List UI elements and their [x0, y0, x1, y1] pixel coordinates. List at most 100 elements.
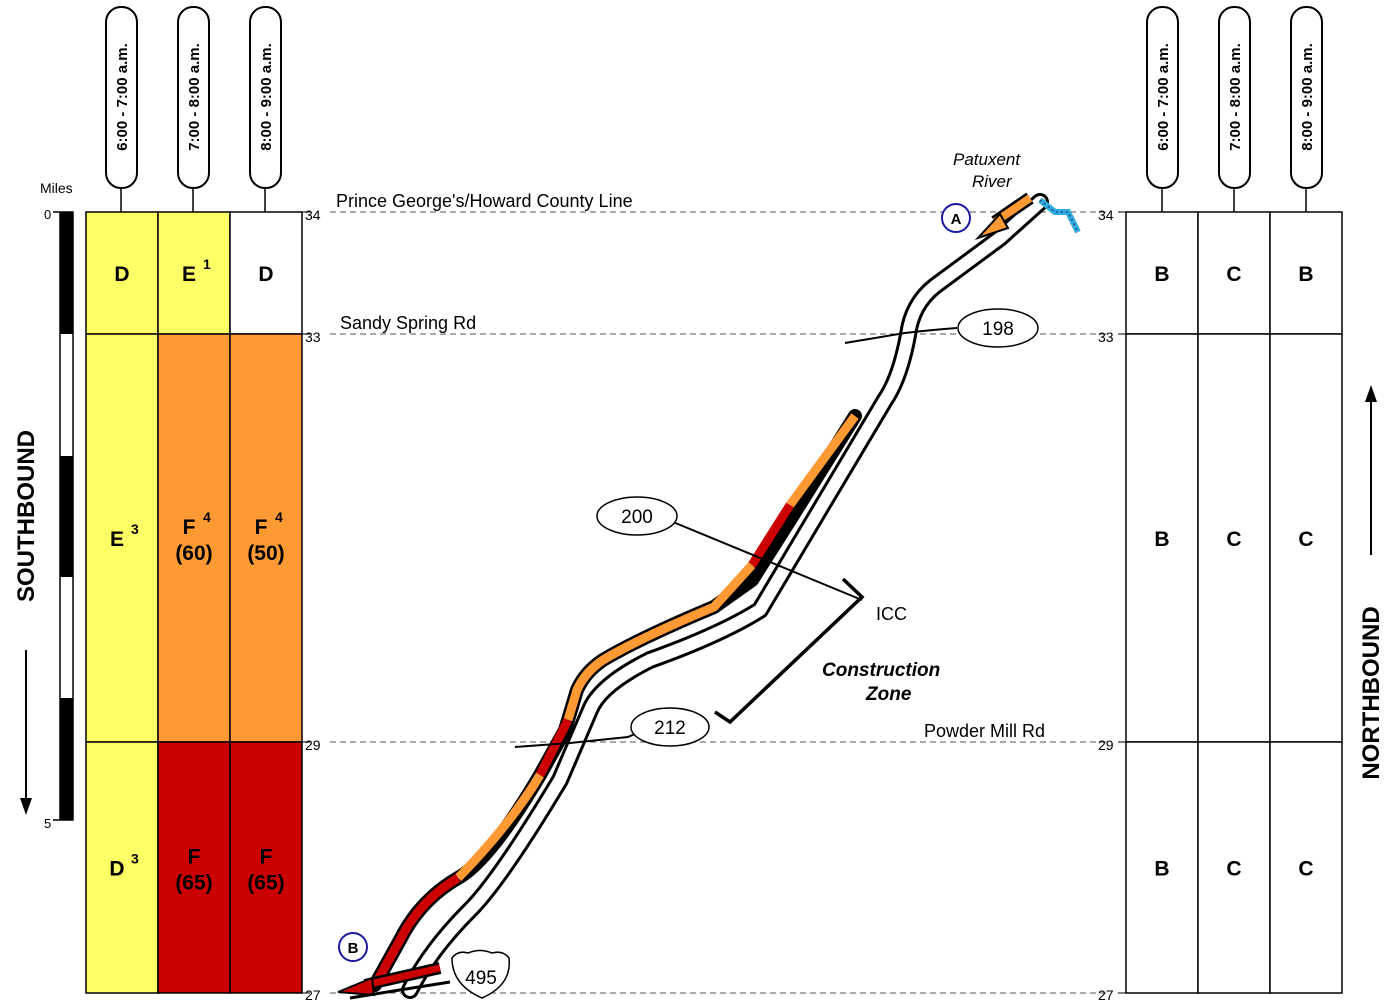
exit-495-shield: 495	[451, 949, 510, 999]
interstate-shield-icon	[451, 949, 510, 999]
icc-label: ICC	[876, 604, 907, 624]
sb-cell-1-1: D	[85, 211, 159, 335]
river-label-line1: Patuxent	[953, 150, 1021, 169]
sb-grade-1-1: D	[114, 263, 129, 286]
sb-time-tag-2: 7:00 - 8:00 a.m.	[177, 6, 210, 212]
sb-speed-2-2: (60)	[175, 542, 212, 565]
nb-time-tag-3: 8:00 - 9:00 a.m.	[1290, 6, 1323, 212]
exit-212-label: 212	[654, 718, 686, 739]
scale-end-label: 5	[44, 816, 51, 831]
nb-time-label-1: 6:00 - 7:00 a.m.	[1155, 43, 1172, 151]
sb-footnote-2-2: 4	[203, 509, 211, 525]
powder-mill-label: Powder Mill Rd	[924, 721, 1045, 741]
sb-cell-3-2: F (65)	[157, 741, 231, 994]
sb-footnote-1-2: 1	[203, 256, 211, 272]
northbound-label: NORTHBOUND	[1358, 606, 1385, 779]
sb-cell-3-3: F (65)	[229, 741, 303, 994]
nb-grade-2-1: B	[1154, 528, 1169, 551]
exit-212: 212	[630, 707, 710, 747]
nb-time-tag-1: 6:00 - 7:00 a.m.	[1146, 6, 1179, 212]
crossing-roads	[514, 327, 958, 748]
sb-grade-2-2: F	[183, 516, 196, 539]
scale-title: Miles	[40, 180, 73, 196]
point-a-marker: A	[941, 203, 971, 233]
nb-grade-3-2: C	[1226, 858, 1241, 881]
scale-start-label: 0	[44, 207, 51, 222]
northbound-label-group: NORTHBOUND	[1358, 385, 1385, 780]
sb-time-label-2: 7:00 - 8:00 a.m.	[186, 43, 203, 151]
exit-200-label: 200	[621, 507, 653, 528]
sb-footnote-3-1: 3	[131, 851, 139, 867]
milepost-27-left: 27	[305, 987, 321, 1003]
milepost-27-right: 27	[1098, 987, 1114, 1003]
sb-footnote-2-3: 4	[275, 509, 283, 525]
milepost-29-right: 29	[1098, 737, 1114, 753]
nb-time-label-2: 7:00 - 8:00 a.m.	[1227, 43, 1244, 151]
nb-grade-2-2: C	[1226, 528, 1241, 551]
construction-label-line2: Zone	[865, 684, 912, 705]
southbound-label: SOUTHBOUND	[13, 430, 40, 602]
point-b-label: B	[348, 940, 359, 957]
river-label-line2: River	[972, 172, 1013, 191]
milepost-34-left: 34	[305, 207, 321, 223]
milepost-33-left: 33	[305, 329, 321, 345]
sb-grade-1-2: E	[182, 263, 196, 286]
milepost-29-left: 29	[305, 737, 321, 753]
southbound-los-grid: D E 1 DE 3 F 4(60)F 4(50)D 3 F(65)F(65)	[85, 211, 303, 994]
exit-198: 198	[957, 308, 1039, 348]
nb-time-tag-2: 7:00 - 8:00 a.m.	[1218, 6, 1251, 212]
exit-200: 200	[596, 496, 678, 536]
nb-cell-2-2: C	[1197, 333, 1271, 743]
southbound-label-group: SOUTHBOUND	[13, 430, 40, 815]
sb-time-tags: 6:00 - 7:00 a.m. 7:00 - 8:00 a.m. 8:00 -…	[105, 6, 282, 212]
sb-speed-3-2: (65)	[175, 872, 212, 895]
sb-time-tag-1: 6:00 - 7:00 a.m.	[105, 6, 138, 212]
sb-speed-2-3: (50)	[247, 542, 284, 565]
nb-cell-3-2: C	[1197, 741, 1271, 994]
nb-cell-2-3: C	[1269, 333, 1343, 743]
sb-grade-3-2: F	[188, 846, 201, 869]
nb-grade-3-1: B	[1154, 858, 1169, 881]
nb-cell-3-3: C	[1269, 741, 1343, 994]
construction-zone: ICC Construction Zone	[714, 577, 940, 725]
nb-cell-1-1: B	[1125, 211, 1199, 335]
nb-time-label-3: 8:00 - 9:00 a.m.	[1299, 43, 1316, 151]
nb-grade-2-3: C	[1298, 528, 1313, 551]
nb-grade-1-1: B	[1154, 263, 1169, 286]
county-line-label: Prince George's/Howard County Line	[336, 191, 633, 211]
sb-grade-1-3: D	[258, 263, 273, 286]
construction-label-line1: Construction	[822, 660, 940, 681]
nb-cell-1-3: B	[1269, 211, 1343, 335]
mile-scale: Miles 0 5	[40, 180, 74, 831]
sb-grade-3-3: F	[260, 846, 273, 869]
sb-cell-2-3: F 4 (50)	[229, 333, 303, 743]
sb-cell-2-2: F 4 (60)	[157, 333, 231, 743]
nb-cell-2-1: B	[1125, 333, 1199, 743]
sb-speed-3-3: (65)	[247, 872, 284, 895]
exit-495-label: 495	[465, 968, 497, 989]
sb-grade-2-3: F	[255, 516, 268, 539]
sb-time-label-1: 6:00 - 7:00 a.m.	[114, 43, 131, 151]
exit-198-label: 198	[982, 319, 1014, 340]
nb-grade-1-3: B	[1298, 263, 1313, 286]
point-b-marker: B	[338, 932, 368, 962]
northbound-los-grid: B C B B C C B C C	[1125, 211, 1343, 994]
sb-cell-1-3: D	[229, 211, 303, 335]
sb-grade-2-1: E	[110, 528, 124, 551]
milepost-33-right: 33	[1098, 329, 1114, 345]
sb-grade-3-1: D	[109, 858, 124, 881]
milepost-34-right: 34	[1098, 207, 1114, 223]
sb-footnote-2-1: 3	[131, 521, 139, 537]
sandy-spring-label: Sandy Spring Rd	[340, 313, 476, 333]
river-icon	[1038, 197, 1081, 234]
roadway	[337, 192, 1081, 1000]
sb-time-tag-3: 8:00 - 9:00 a.m.	[249, 6, 282, 212]
nb-cell-3-1: B	[1125, 741, 1199, 994]
nb-cell-1-2: C	[1197, 211, 1271, 335]
nb-grade-3-3: C	[1298, 858, 1313, 881]
nb-time-tags: 6:00 - 7:00 a.m. 7:00 - 8:00 a.m. 8:00 -…	[1146, 6, 1323, 212]
